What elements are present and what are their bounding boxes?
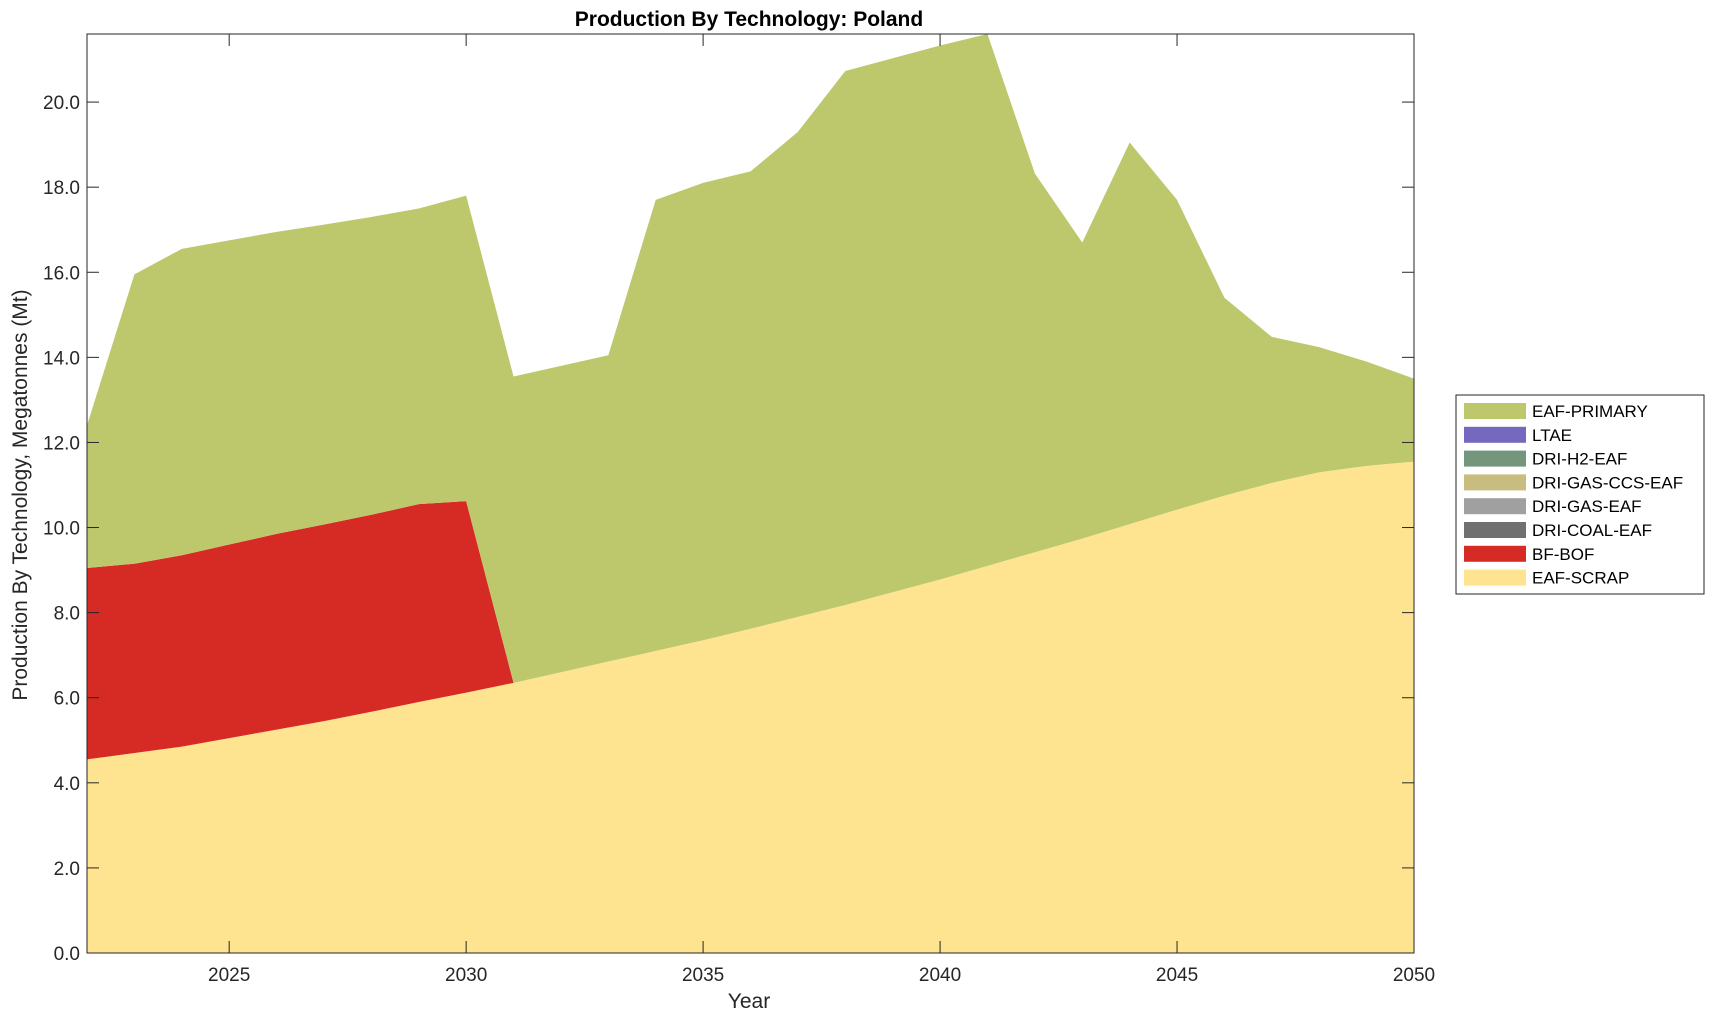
y-tick-label: 12.0 [43, 433, 80, 454]
legend-label-dri-coal-eaf: DRI-COAL-EAF [1532, 521, 1652, 540]
y-tick-label: 2.0 [54, 859, 80, 880]
y-tick-label: 20.0 [43, 93, 80, 114]
y-tick-label: 18.0 [43, 178, 80, 199]
area-bf-bof [87, 461, 1414, 760]
plot-areas [87, 34, 1414, 953]
x-tick-label: 2025 [208, 965, 250, 986]
legend-swatch-eaf-primary [1464, 403, 1526, 419]
y-tick-label: 6.0 [54, 689, 80, 710]
legend-box [1455, 394, 1705, 595]
x-tick-label: 2035 [682, 965, 724, 986]
x-tick-label: 2030 [445, 965, 487, 986]
legend-swatch-dri-h2-eaf [1464, 450, 1526, 467]
legend-label-ltae: LTAE [1532, 426, 1572, 445]
legend: EAF-PRIMARY LTAE DRI-H2-EAF DRI-GAS-CCS-EAF… [1455, 394, 1705, 595]
chart-title: Production By Technology: Poland [575, 8, 923, 31]
legend-label-dri-gas-ccs-eaf: DRI-GAS-CCS-EAF [1532, 473, 1683, 492]
x-tick-label: 2045 [1156, 965, 1198, 986]
x-tick-label: 2050 [1393, 965, 1435, 986]
legend-swatch-ltae [1464, 426, 1526, 443]
y-tick-label: 8.0 [54, 604, 80, 625]
legend-label-bf-bof: BF-BOF [1532, 545, 1594, 564]
y-tick-label: 0.0 [54, 944, 80, 965]
y-tick-label: 10.0 [43, 519, 80, 540]
legend-label-eaf-scrap: EAF-SCRAP [1532, 569, 1629, 588]
y-axis-label: Production By Technology, Megatonnes (Mt… [9, 289, 32, 700]
y-tick-label: 4.0 [54, 774, 80, 795]
legend-swatch-dri-gas-eaf [1464, 498, 1526, 515]
y-tick-label: 16.0 [43, 263, 80, 284]
legend-swatch-eaf-scrap [1464, 569, 1526, 586]
legend-swatch-dri-gas-ccs-eaf [1464, 474, 1526, 491]
y-tick-label: 14.0 [43, 348, 80, 369]
x-axis-label: Year [728, 990, 770, 1013]
legend-label-dri-gas-eaf: DRI-GAS-EAF [1532, 497, 1642, 516]
legend-swatch-dri-coal-eaf [1464, 522, 1526, 538]
x-tick-label: 2040 [919, 965, 961, 986]
legend-label-eaf-primary: EAF-PRIMARY [1532, 402, 1648, 421]
plot-frame [86, 33, 1415, 954]
area-eaf-scrap [87, 461, 1414, 953]
legend-swatch-bf-bof [1464, 545, 1526, 562]
axes: 2025 2030 2035 2040 2045 2050 0.0 2.0 4.0 6.0 8.0 1… [43, 33, 1435, 986]
area-eaf-primary [87, 34, 1414, 683]
legend-label-dri-h2-eaf: DRI-H2-EAF [1532, 450, 1627, 469]
